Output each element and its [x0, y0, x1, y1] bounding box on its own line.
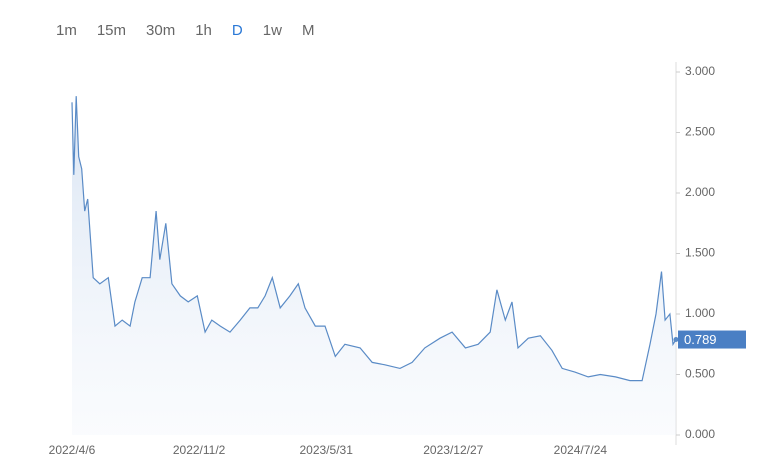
- x-tick-label: 2024/7/24: [554, 443, 608, 457]
- interval-button[interactable]: 15m: [96, 22, 127, 39]
- interval-button[interactable]: M: [301, 22, 315, 39]
- y-tick-label: 2.000: [685, 185, 715, 199]
- x-tick-label: 2022/4/6: [49, 443, 96, 457]
- interval-button[interactable]: 30m: [146, 22, 176, 39]
- y-tick-label: 0.500: [685, 367, 715, 381]
- y-tick-label: 2.500: [685, 125, 715, 139]
- price-tag: [678, 330, 746, 349]
- y-tick-label: 1.500: [685, 246, 715, 260]
- interval-toolbar: 1m 15m 30m 1h D 1w M: [46, 20, 324, 41]
- x-tick-label: 2023/5/31: [299, 443, 353, 457]
- y-tick-label: 1.000: [685, 306, 715, 320]
- y-tick-label: 3.000: [685, 64, 715, 78]
- price-line: [71, 96, 677, 382]
- interval-button[interactable]: D: [231, 22, 243, 39]
- interval-button[interactable]: 1w: [262, 22, 282, 39]
- interval-button[interactable]: 1h: [195, 22, 212, 39]
- price-tag-label: 0.789: [684, 332, 717, 347]
- x-tick-label: 2022/11/2: [173, 443, 226, 457]
- x-tick-label: 2023/12/27: [423, 443, 483, 457]
- area: [72, 96, 676, 435]
- last-point: [673, 337, 679, 343]
- interval-button[interactable]: 1m: [56, 22, 77, 39]
- y-tick-label: 0.000: [685, 427, 715, 441]
